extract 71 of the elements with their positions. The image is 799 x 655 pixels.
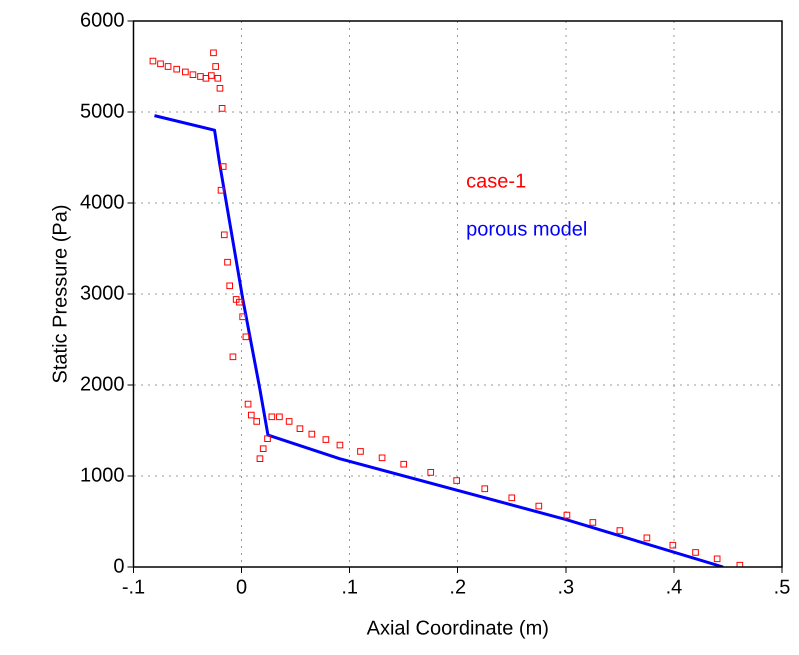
point bbox=[182, 68, 189, 76]
point bbox=[224, 258, 231, 266]
y-tick-label: 6000 bbox=[80, 10, 124, 32]
point bbox=[220, 163, 227, 170]
x-tick-label: .3 bbox=[557, 576, 574, 599]
point bbox=[535, 502, 542, 510]
point bbox=[164, 63, 172, 70]
point bbox=[218, 105, 226, 112]
point bbox=[248, 412, 255, 418]
point bbox=[190, 71, 196, 78]
point bbox=[220, 232, 228, 238]
point bbox=[150, 58, 156, 64]
point bbox=[714, 555, 720, 562]
point bbox=[322, 436, 330, 443]
point bbox=[481, 485, 488, 492]
x-tick-label: -.1 bbox=[122, 576, 146, 599]
point bbox=[157, 60, 164, 68]
point bbox=[736, 562, 744, 567]
point bbox=[210, 50, 217, 56]
point bbox=[230, 353, 236, 360]
text: case-1 bbox=[466, 170, 526, 193]
x-tick-label: .1 bbox=[341, 576, 358, 599]
point bbox=[670, 542, 676, 548]
point bbox=[256, 455, 264, 462]
x-tick-label: .2 bbox=[449, 576, 466, 599]
point bbox=[212, 63, 219, 70]
point bbox=[616, 527, 624, 534]
point bbox=[239, 313, 246, 320]
y-tick-label: 3000 bbox=[80, 282, 124, 305]
point bbox=[244, 400, 252, 408]
point bbox=[236, 298, 243, 306]
point bbox=[644, 534, 650, 542]
y-axis-title: Static Pressure (Pa) bbox=[50, 204, 72, 384]
point bbox=[286, 418, 292, 425]
point bbox=[208, 72, 215, 79]
point bbox=[216, 85, 224, 92]
point bbox=[308, 430, 316, 438]
point bbox=[253, 418, 260, 425]
point bbox=[232, 296, 240, 303]
y-tick-label: 5000 bbox=[80, 100, 124, 123]
point bbox=[260, 445, 267, 452]
point bbox=[564, 512, 570, 518]
point bbox=[214, 75, 222, 82]
point bbox=[197, 73, 204, 80]
point bbox=[357, 448, 364, 455]
point bbox=[173, 66, 180, 73]
point bbox=[400, 460, 408, 468]
point bbox=[268, 414, 276, 420]
point bbox=[427, 469, 434, 476]
point bbox=[508, 494, 516, 502]
point bbox=[296, 425, 304, 432]
x-tick-label: 0 bbox=[236, 576, 248, 599]
x-axis-title: Axial Coordinate (m) bbox=[366, 618, 549, 640]
point bbox=[242, 333, 250, 340]
point bbox=[276, 414, 283, 420]
y-tick-label: 0 bbox=[113, 556, 124, 578]
y-tick-label: 4000 bbox=[80, 192, 124, 214]
point bbox=[378, 454, 386, 462]
text: porous model bbox=[466, 218, 588, 241]
y-tick-label: 1000 bbox=[80, 464, 124, 487]
point bbox=[226, 282, 234, 290]
point bbox=[264, 435, 271, 442]
point bbox=[453, 477, 460, 484]
point bbox=[218, 186, 224, 194]
y-tick-label: 2000 bbox=[80, 374, 124, 396]
x-tick-label: .5 bbox=[774, 576, 790, 599]
point bbox=[692, 549, 699, 556]
x-tick-label: .4 bbox=[666, 576, 682, 599]
point bbox=[590, 519, 596, 526]
point bbox=[202, 75, 210, 82]
point bbox=[336, 442, 344, 448]
